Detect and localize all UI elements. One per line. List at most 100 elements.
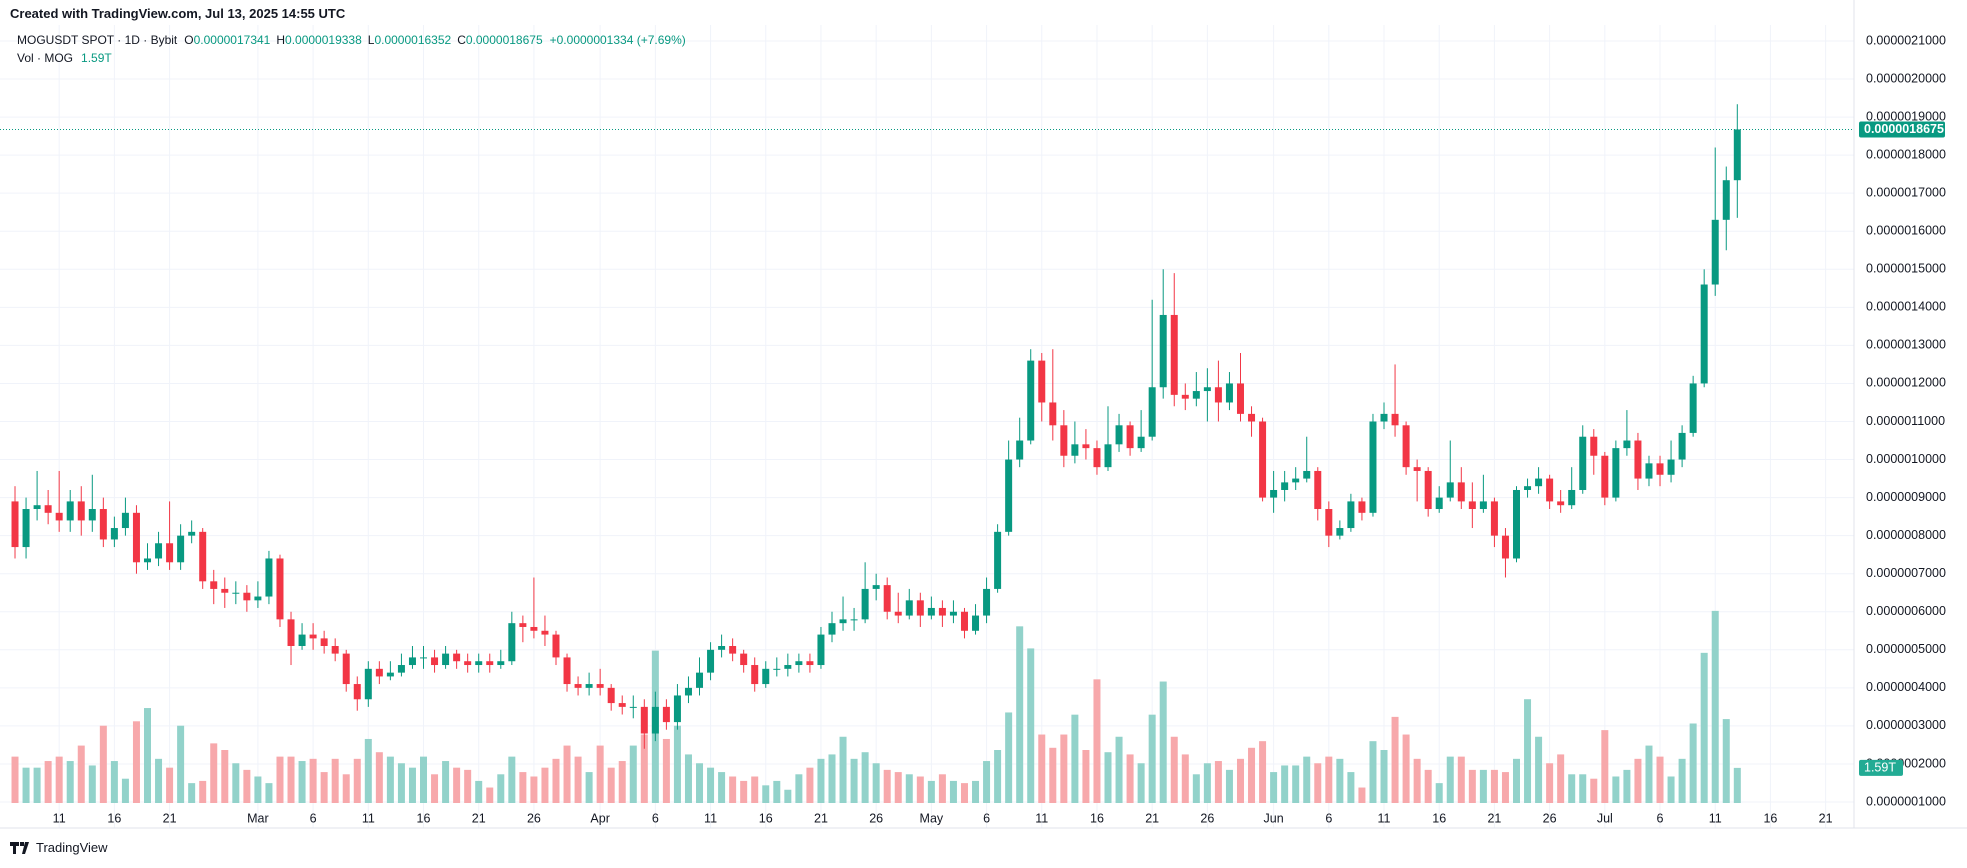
candle-body — [1391, 413, 1399, 426]
y-tick-label: 0.0000014000 — [1866, 300, 1946, 314]
volume-bar — [872, 763, 880, 803]
credit: Created with TradingView.com, Jul 13, 20… — [10, 6, 346, 21]
volume-bar — [364, 738, 372, 803]
candle-body — [673, 695, 681, 723]
candle-body — [530, 626, 538, 631]
candle-body — [1104, 444, 1112, 468]
x-tick-label: 21 — [1487, 811, 1501, 825]
candle-body — [662, 706, 670, 723]
x-tick-label: 21 — [472, 811, 486, 825]
volume-bar — [519, 772, 527, 803]
legend: MOGUSDT SPOT · 1D · Bybit O0.0000017341 H… — [17, 33, 686, 47]
volume-bar — [1303, 756, 1311, 803]
x-tick-label: 21 — [814, 811, 828, 825]
candle-body — [1214, 387, 1222, 403]
volume-bar — [1181, 754, 1189, 803]
ohlc-item: O0.0000017341 — [184, 33, 270, 47]
volume-bar — [22, 767, 30, 803]
candle-body — [1435, 497, 1443, 510]
ohlc: O0.0000017341 H0.0000019338 L0.0000016352 C… — [184, 33, 542, 47]
last-price-tag — [1859, 121, 1945, 138]
volume-bar — [1634, 758, 1642, 803]
candle-body — [1568, 489, 1576, 506]
volume-bar — [662, 738, 670, 803]
volume-bar — [552, 758, 560, 803]
candle-body — [1667, 459, 1675, 475]
candle-body — [475, 661, 483, 666]
volume-bar — [1579, 774, 1587, 803]
volume-bar — [673, 725, 681, 803]
volume-bar — [331, 758, 339, 803]
volume-bar — [972, 780, 980, 803]
candle-body — [464, 661, 472, 666]
ohlc-key: C — [457, 33, 466, 47]
candle-body — [1170, 314, 1178, 395]
volume-bar — [508, 756, 516, 803]
volume-bar — [894, 772, 902, 803]
candle-body — [795, 661, 803, 666]
volume-bar — [1159, 681, 1167, 803]
candle-body — [143, 558, 151, 563]
x-tick-label: 16 — [107, 811, 121, 825]
volume-bar — [1016, 626, 1024, 803]
volume-bar — [949, 780, 957, 803]
candle-body — [1148, 387, 1156, 437]
volume-bar — [386, 756, 394, 803]
volume-bar — [938, 774, 946, 803]
volume-bar — [983, 761, 991, 803]
candle-body — [309, 634, 317, 639]
volume-bar — [1038, 734, 1046, 803]
volume-bar — [806, 767, 814, 803]
x-tick-label: 11 — [1035, 811, 1048, 825]
candle-body — [1281, 482, 1289, 490]
candle-body — [684, 687, 692, 696]
candle-body — [983, 588, 991, 616]
volume-bar — [1468, 769, 1476, 803]
volume-bar — [1093, 679, 1101, 803]
ohlc-item: L0.0000016352 — [368, 33, 451, 47]
volume-bar — [1501, 772, 1509, 803]
candle-body — [331, 645, 339, 654]
candle-body — [1347, 501, 1355, 529]
candle-body — [519, 623, 527, 627]
volume-bar — [166, 767, 174, 803]
volume-bar — [1203, 763, 1211, 803]
volume-bar — [1490, 769, 1498, 803]
volume-bar — [751, 776, 759, 803]
volume-bar — [155, 758, 163, 803]
x-tick-label: 6 — [983, 811, 990, 825]
candle-body — [552, 634, 560, 658]
candle-body — [375, 668, 383, 677]
volume-bar — [1259, 741, 1267, 803]
candle-body — [894, 611, 902, 616]
candle-body — [1292, 478, 1300, 483]
candle-body — [121, 512, 129, 529]
x-tick-label: 16 — [1763, 811, 1777, 825]
candle-body — [1192, 391, 1200, 399]
candle-body — [1027, 360, 1035, 441]
candle-body — [210, 581, 218, 589]
volume-bar — [453, 767, 461, 803]
candle-body — [651, 706, 659, 734]
candle-body — [1424, 470, 1432, 510]
candle-body — [574, 684, 582, 688]
candle-body — [232, 592, 240, 594]
candle-body — [1468, 501, 1476, 510]
y-tick-label: 0.0000015000 — [1866, 262, 1946, 276]
volume-bar — [442, 761, 450, 803]
candle-body — [1336, 528, 1344, 536]
candle-body — [1535, 478, 1543, 487]
volume-bar — [541, 767, 549, 803]
candle-body — [850, 619, 858, 621]
x-tick-label: 21 — [1819, 811, 1833, 825]
volume-bar — [817, 758, 825, 803]
candle-body — [254, 596, 262, 601]
volume-bar — [88, 765, 96, 803]
y-tick-label: 0.0000008000 — [1866, 528, 1946, 542]
candle-body — [1093, 448, 1101, 468]
volume-bar — [188, 783, 196, 803]
last-price-label: 0.0000018675 — [1864, 122, 1944, 136]
candles — [11, 104, 1741, 749]
candle-body — [905, 600, 913, 616]
volume-bar — [265, 783, 273, 803]
